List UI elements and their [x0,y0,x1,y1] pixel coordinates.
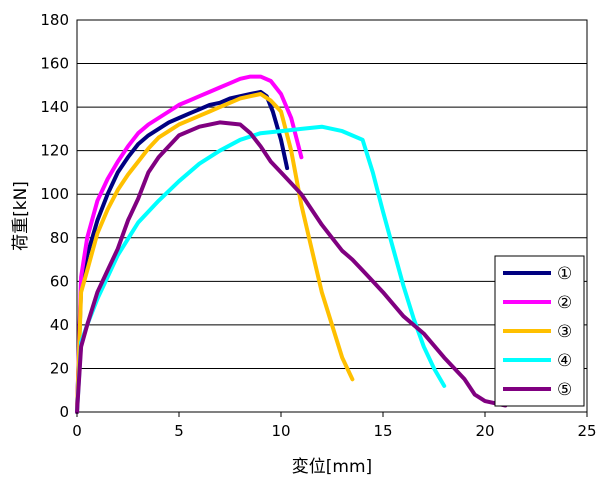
x-tick-label: 25 [577,422,596,440]
x-axis-label: 変位[mm] [292,457,372,477]
series-line-5 [75,120,508,414]
series-line-3 [75,92,355,414]
tick-labels: 0 20 40 60 80 100 120 140 160 180 0 5 10 15 20 25 [40,11,596,440]
series-line-4 [75,124,447,414]
series-layer [75,74,508,414]
y-tick-label: 20 [50,359,69,377]
legend: ① ② ③ ④ ⑤ [494,255,585,407]
x-tick-label: 0 [72,422,82,440]
legend-label-4: ④ [557,351,572,371]
y-tick-label: 120 [40,142,69,160]
y-tick-label: 160 [40,55,69,73]
legend-label-2: ② [557,293,572,313]
y-axis-label: 荷重[kN] [11,181,31,251]
y-tick-label: 180 [40,11,69,29]
x-tick-label: 20 [475,422,494,440]
y-tick-label: 80 [50,229,69,247]
y-tick-label: 140 [40,98,69,116]
x-tick-label: 10 [271,422,290,440]
legend-label-1: ① [557,264,572,284]
x-tick-label: 15 [373,422,392,440]
plot-area [76,19,588,413]
legend-label-5: ⑤ [557,380,572,400]
y-tick-label: 60 [50,272,69,290]
y-tick-label: 40 [50,316,69,334]
legend-label-3: ③ [557,322,572,342]
series-line-2 [75,74,304,414]
y-tick-label: 0 [59,403,69,421]
y-tick-label: 100 [40,185,69,203]
x-tick-label: 5 [174,422,184,440]
